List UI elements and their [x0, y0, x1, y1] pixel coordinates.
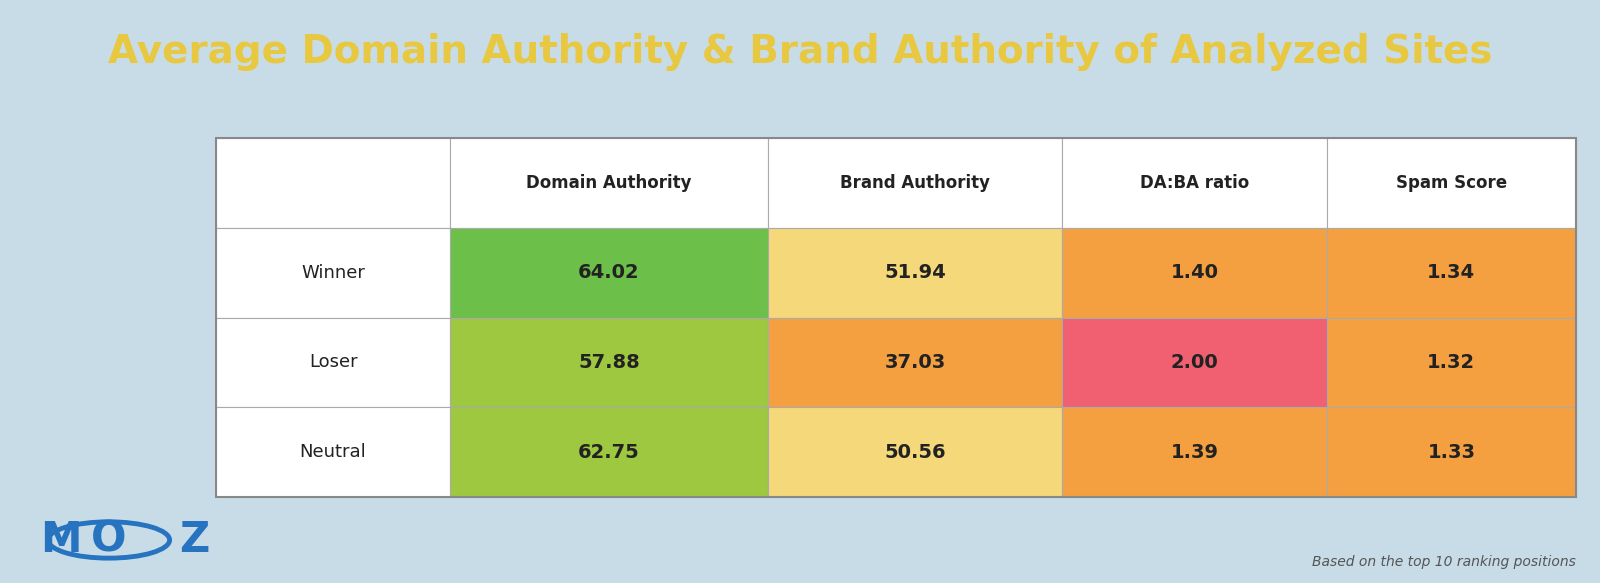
Text: 1.40: 1.40	[1171, 264, 1219, 282]
Bar	[1062, 408, 1326, 497]
Bar	[1326, 138, 1576, 228]
Text: Average Domain Authority & Brand Authority of Analyzed Sites: Average Domain Authority & Brand Authori…	[107, 33, 1493, 72]
Bar	[768, 138, 1062, 228]
Text: Spam Score: Spam Score	[1395, 174, 1507, 192]
Text: Loser: Loser	[309, 353, 357, 371]
Text: Z: Z	[179, 519, 210, 561]
Bar	[768, 318, 1062, 408]
Bar	[768, 228, 1062, 318]
Bar	[216, 318, 450, 408]
Bar	[1062, 228, 1326, 318]
Bar	[1326, 228, 1576, 318]
Bar	[450, 408, 768, 497]
Bar	[1062, 138, 1326, 228]
Text: M: M	[40, 519, 82, 561]
Text: 1.34: 1.34	[1427, 264, 1475, 282]
Text: Domain Authority: Domain Authority	[526, 174, 691, 192]
Text: 2.00: 2.00	[1171, 353, 1218, 372]
Bar	[450, 318, 768, 408]
Text: O: O	[91, 519, 126, 561]
Text: 1.33: 1.33	[1427, 442, 1475, 462]
Bar	[216, 138, 450, 228]
Bar	[1326, 408, 1576, 497]
Bar	[768, 408, 1062, 497]
Text: 50.56: 50.56	[885, 442, 946, 462]
Text: 64.02: 64.02	[578, 264, 640, 282]
Text: 37.03: 37.03	[885, 353, 946, 372]
Text: DA:BA ratio: DA:BA ratio	[1139, 174, 1250, 192]
Text: 1.39: 1.39	[1171, 442, 1219, 462]
Text: 62.75: 62.75	[578, 442, 640, 462]
Text: 57.88: 57.88	[578, 353, 640, 372]
Bar	[450, 228, 768, 318]
Text: 51.94: 51.94	[885, 264, 946, 282]
Text: 1.32: 1.32	[1427, 353, 1475, 372]
Bar	[216, 408, 450, 497]
Text: Based on the top 10 ranking positions: Based on the top 10 ranking positions	[1312, 554, 1576, 568]
Text: Neutral: Neutral	[299, 443, 366, 461]
Bar	[450, 138, 768, 228]
Bar	[1062, 318, 1326, 408]
Text: Brand Authority: Brand Authority	[840, 174, 990, 192]
Bar	[216, 228, 450, 318]
Bar	[1326, 318, 1576, 408]
Text: Winner: Winner	[301, 264, 365, 282]
Bar	[216, 138, 1576, 497]
